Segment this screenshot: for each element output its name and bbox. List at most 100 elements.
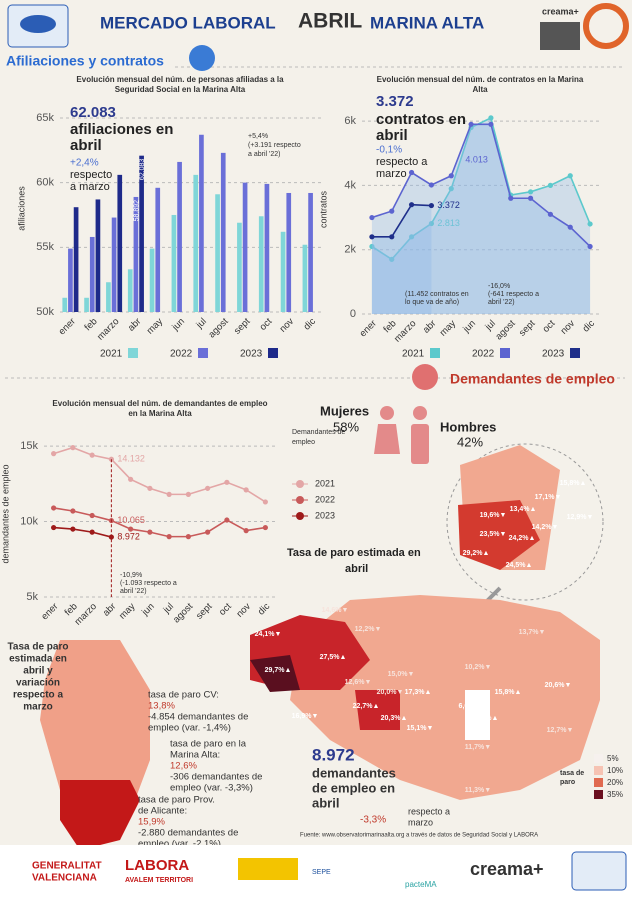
bar — [215, 194, 220, 312]
logo-text: AVALEM TERRITORI — [125, 877, 193, 884]
bar — [106, 282, 111, 312]
map-label: 17,1%▼ — [535, 494, 562, 501]
logo-text: creama+ — [470, 859, 544, 879]
text: 12,6% — [170, 761, 197, 772]
annotation: marzo — [376, 168, 407, 180]
value-label: 3.372 — [437, 200, 460, 210]
logo — [238, 858, 298, 880]
point — [205, 485, 211, 491]
map-label: 20,6%▼ — [545, 682, 572, 689]
chart-title: Evolución mensual del núm. de personas a… — [76, 75, 284, 84]
point — [488, 121, 494, 127]
bar — [111, 217, 117, 312]
text: empleo (var. -3,3%) — [170, 783, 253, 794]
legend-title: Demandantes de — [292, 429, 345, 436]
annotation: (+3.191 respecto — [248, 142, 301, 149]
point — [428, 202, 435, 209]
line — [53, 526, 112, 538]
bar — [286, 192, 292, 312]
logo — [540, 22, 580, 50]
map-texts: 24,1%▼ 27,5%▲ 29,7%▲ 16,9%▼ 22,7%▲20,3%▲ 17,3… — [255, 480, 594, 794]
map-label: 20,0%▼ — [377, 689, 404, 696]
map-label: 24,5%▲ — [506, 562, 533, 569]
y-tick-label: 2k — [344, 244, 356, 256]
annotation: respecto — [70, 169, 112, 181]
brand: creama+ — [542, 6, 579, 16]
text: empleo (var. -1,4%) — [148, 723, 231, 734]
map-label: 6,6%▲ — [459, 703, 482, 710]
point — [408, 234, 415, 240]
text: -4.854 demandantes de — [148, 712, 248, 723]
legend-label: 2023 — [542, 349, 565, 360]
icon — [189, 45, 215, 71]
text: tasa de paro Prov. — [138, 795, 215, 806]
annotation: 62.083 — [70, 104, 116, 121]
map-label: 24,2%▲ — [509, 535, 536, 542]
y-tick-label: 50k — [36, 306, 54, 318]
value-label: 10.065 — [117, 515, 145, 525]
y-tick-label: 10k — [20, 515, 38, 527]
legend-label: 2023 — [315, 510, 335, 520]
text: de empleo en — [312, 780, 395, 795]
legend-swatch — [430, 348, 440, 358]
annotation: abril '22) — [488, 299, 515, 306]
y-tick-label: 6k — [344, 115, 356, 127]
map-label: 12,6%▼ — [345, 679, 372, 686]
annotation: abril — [376, 127, 408, 144]
icon — [412, 364, 438, 390]
map-title: Tasa de paro estimada en — [287, 547, 421, 559]
legend-title: empleo — [292, 439, 315, 446]
map-label: 11,7%▼ — [465, 744, 491, 751]
bar — [62, 297, 68, 312]
map-label: 15,0%▼ — [388, 671, 415, 678]
y-tick-label: 55k — [36, 241, 54, 253]
bar — [155, 187, 161, 312]
point — [262, 499, 268, 505]
point — [428, 220, 435, 227]
map-inset — [458, 500, 540, 570]
y-tick-label: 0 — [350, 308, 356, 320]
demand: Mujeres 58% Hombres 42% Tasa de paro est… — [8, 403, 623, 850]
point — [408, 202, 415, 208]
map-label: 23,0%▲ — [472, 715, 499, 722]
y-axis-label: contratos — [318, 190, 328, 228]
text: tasa de paro en la — [170, 739, 247, 750]
text: 15,9% — [138, 817, 165, 828]
map-label: 14,6%▼ — [322, 607, 349, 614]
text: -306 demandantes de — [170, 772, 262, 783]
text: 35% — [607, 790, 623, 799]
bar — [220, 152, 226, 312]
point — [243, 528, 249, 534]
text: abril — [312, 795, 339, 810]
map-label: 15,8%▲ — [495, 689, 522, 696]
legend-label: 2022 — [472, 349, 495, 360]
text: de Alicante: — [138, 806, 187, 817]
legend-label: 2021 — [315, 478, 335, 488]
map-label: 10,2%▼ — [465, 664, 492, 671]
point — [128, 476, 134, 482]
value-label: 14.132 — [117, 454, 145, 464]
text: Marina Alta: — [170, 750, 220, 761]
y-tick-label: 60k — [36, 177, 54, 189]
value-label: 58.892 — [133, 200, 140, 222]
value: 42% — [457, 434, 483, 449]
point — [448, 173, 454, 179]
bar — [264, 183, 270, 312]
legend-swatch — [198, 348, 208, 358]
map-label: 15,8%▲ — [560, 480, 587, 487]
bar — [139, 155, 144, 312]
annotation: 3.372 — [376, 93, 414, 110]
icon — [411, 424, 429, 464]
annotation: respecto a — [376, 156, 428, 168]
legend-swatch — [268, 348, 278, 358]
logo-eye — [20, 15, 56, 33]
map-label: 11,3%▼ — [465, 787, 491, 794]
map-label: 29,2%▲ — [463, 550, 490, 557]
icon — [413, 406, 427, 420]
annotation: lo que va de año) — [405, 299, 459, 306]
map-label: 16,9%▼ — [292, 713, 319, 720]
point — [369, 214, 375, 221]
source: Fuente: www.observatorimarinaalta.org a … — [300, 833, 538, 839]
point — [51, 524, 57, 531]
